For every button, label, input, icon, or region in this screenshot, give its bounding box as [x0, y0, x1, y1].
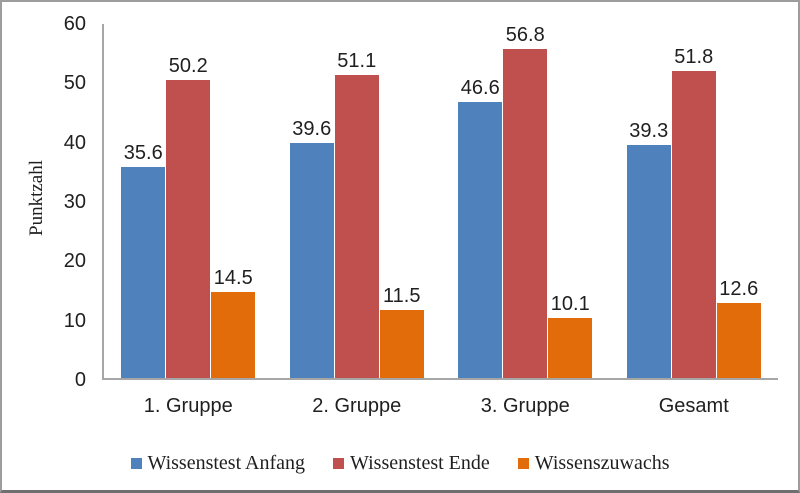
data-label: 12.6 — [719, 278, 759, 301]
x-axis-category-label: Gesamt — [658, 395, 729, 417]
bar-wissenszuwachs — [211, 292, 256, 378]
bar-wrap: 50.2 — [166, 24, 211, 378]
data-label: 10.1 — [550, 293, 590, 316]
bar-wrap: 12.6 — [716, 24, 761, 378]
bar-wrap: 14.5 — [211, 24, 256, 378]
data-label: 56.8 — [505, 24, 545, 46]
y-tick-label: 0 — [74, 369, 86, 391]
bar-wrap: 46.6 — [458, 24, 503, 378]
bar-wrap: 39.6 — [289, 24, 334, 378]
y-axis-ticks: 0 10 20 30 40 50 60 — [2, 2, 90, 402]
legend-series-label: Wissenstest Anfang — [147, 452, 306, 474]
bar-wissenstest-anfang — [121, 166, 166, 378]
bar-wrap: 51.1 — [334, 24, 379, 378]
bar-wissenstest-ende — [166, 80, 211, 378]
legend-item: Wissenstest Anfang — [130, 449, 306, 477]
y-tick-label: 60 — [63, 13, 86, 35]
bar-wissenszuwachs — [379, 309, 424, 378]
bar-group-1: 35.6 50.2 14.5 — [104, 24, 273, 378]
bar-wissenstest-anfang — [626, 144, 671, 378]
data-label: 39.6 — [292, 118, 332, 140]
bar-wrap: 35.6 — [121, 24, 166, 378]
legend-series-label: Wissenszuwachs — [534, 452, 670, 474]
legend-marker-icon — [333, 457, 345, 469]
x-axis-labels: 1. Gruppe 2. Gruppe 3. Gruppe Gesamt — [104, 394, 778, 418]
bar-wissenszuwachs — [716, 303, 761, 378]
data-label: 35.6 — [123, 141, 163, 164]
x-axis-category-label: 3. Gruppe — [480, 395, 570, 417]
bar-wissenstest-ende — [671, 70, 716, 378]
bar-wissenstest-anfang — [289, 143, 334, 378]
bar-group-3: 46.6 56.8 10.1 — [441, 24, 610, 378]
y-tick-label: 20 — [63, 250, 86, 273]
legend: Wissenstest Anfang Wissenstest Ende Wissen… — [2, 449, 798, 477]
legend-series-label: Wissenstest Ende — [350, 452, 490, 474]
legend-item: Wissenszuwachs — [517, 449, 670, 477]
bar-wrap: 56.8 — [503, 24, 548, 378]
bar-wissenstest-ende — [503, 49, 548, 378]
data-label: 14.5 — [213, 267, 253, 289]
y-tick-label: 40 — [63, 131, 86, 154]
y-tick-label: 10 — [63, 309, 86, 332]
y-tick-label: 30 — [63, 191, 86, 213]
y-tick-label: 50 — [63, 72, 86, 95]
bar-wissenszuwachs — [548, 318, 593, 378]
data-label: 50.2 — [168, 55, 208, 78]
bar-wrap: 39.3 — [626, 24, 671, 378]
legend-marker-icon — [130, 457, 142, 469]
bar-wrap: 51.8 — [671, 24, 716, 378]
bar-wissenstest-ende — [334, 74, 379, 378]
data-label: 51.8 — [674, 45, 714, 68]
legend-marker-icon — [517, 457, 529, 469]
data-label: 46.6 — [460, 76, 500, 99]
bar-group-4: 39.3 51.8 12.6 — [610, 24, 779, 378]
bar-wissenstest-anfang — [458, 101, 503, 378]
bar-wrap: 10.1 — [548, 24, 593, 378]
bar-wrap: 11.5 — [379, 24, 424, 378]
x-axis-category-label: 1. Gruppe — [143, 395, 233, 417]
x-axis-category-label: 2. Gruppe — [312, 395, 402, 417]
bar-group-2: 39.6 51.1 11.5 — [273, 24, 442, 378]
data-label: 11.5 — [383, 284, 421, 307]
plot-area: 35.6 50.2 14.5 39.6 51.1 11.5 46.6 56.8 10.1 39.3… — [102, 24, 778, 380]
legend-item: Wissenstest Ende — [333, 449, 490, 477]
data-label: 51.1 — [337, 49, 377, 72]
data-label: 39.3 — [629, 119, 669, 142]
